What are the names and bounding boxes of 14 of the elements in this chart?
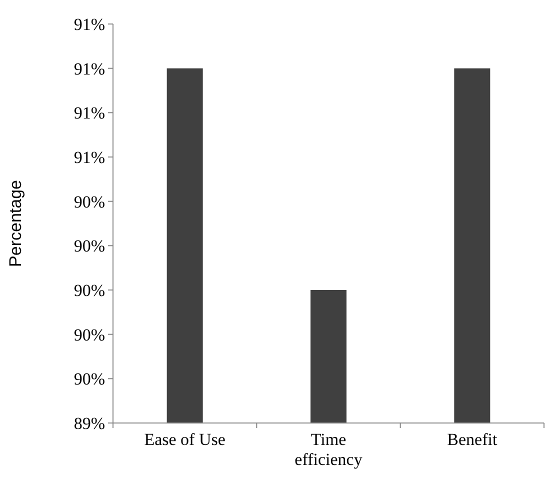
y-tick-label: 90% — [74, 325, 105, 344]
y-tick-label: 90% — [74, 280, 105, 300]
y-tick-label: 91% — [74, 148, 105, 167]
y-tick-label: 90% — [74, 370, 105, 389]
x-tick-label: Time efficiency — [294, 430, 363, 469]
y-tick-label: 91% — [74, 104, 105, 123]
y-tick-label: 91% — [74, 14, 105, 34]
y-tick-label: 89% — [74, 414, 105, 433]
x-tick-label: Ease of Use — [144, 430, 226, 449]
y-axis-title: Percentage — [6, 180, 25, 267]
x-tick-label: Benefit — [447, 430, 498, 449]
y-tick-label: 91% — [74, 59, 105, 78]
y-tick-label: 90% — [74, 236, 105, 256]
y-tick-label: 90% — [74, 192, 105, 212]
